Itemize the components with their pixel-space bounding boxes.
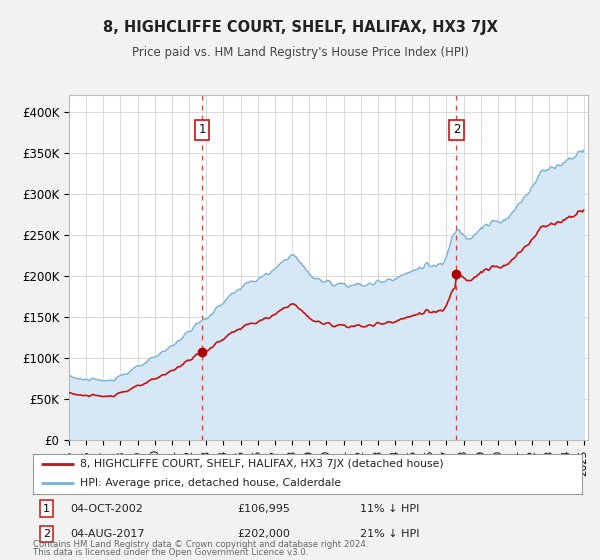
Text: 04-AUG-2017: 04-AUG-2017 <box>70 529 145 539</box>
Text: HPI: Average price, detached house, Calderdale: HPI: Average price, detached house, Cald… <box>80 478 341 488</box>
Text: 11% ↓ HPI: 11% ↓ HPI <box>360 503 419 514</box>
Text: This data is licensed under the Open Government Licence v3.0.: This data is licensed under the Open Gov… <box>33 548 308 557</box>
Text: 1: 1 <box>198 123 206 136</box>
Text: 2: 2 <box>43 529 50 539</box>
Text: 8, HIGHCLIFFE COURT, SHELF, HALIFAX, HX3 7JX (detached house): 8, HIGHCLIFFE COURT, SHELF, HALIFAX, HX3… <box>80 460 443 469</box>
Text: 2: 2 <box>453 123 460 136</box>
Text: 21% ↓ HPI: 21% ↓ HPI <box>360 529 419 539</box>
Text: 1: 1 <box>43 503 50 514</box>
Text: £202,000: £202,000 <box>237 529 290 539</box>
Text: Contains HM Land Registry data © Crown copyright and database right 2024.: Contains HM Land Registry data © Crown c… <box>33 540 368 549</box>
Text: 04-OCT-2002: 04-OCT-2002 <box>71 503 143 514</box>
Text: 8, HIGHCLIFFE COURT, SHELF, HALIFAX, HX3 7JX: 8, HIGHCLIFFE COURT, SHELF, HALIFAX, HX3… <box>103 20 497 35</box>
Text: £106,995: £106,995 <box>237 503 290 514</box>
Text: Price paid vs. HM Land Registry's House Price Index (HPI): Price paid vs. HM Land Registry's House … <box>131 46 469 59</box>
